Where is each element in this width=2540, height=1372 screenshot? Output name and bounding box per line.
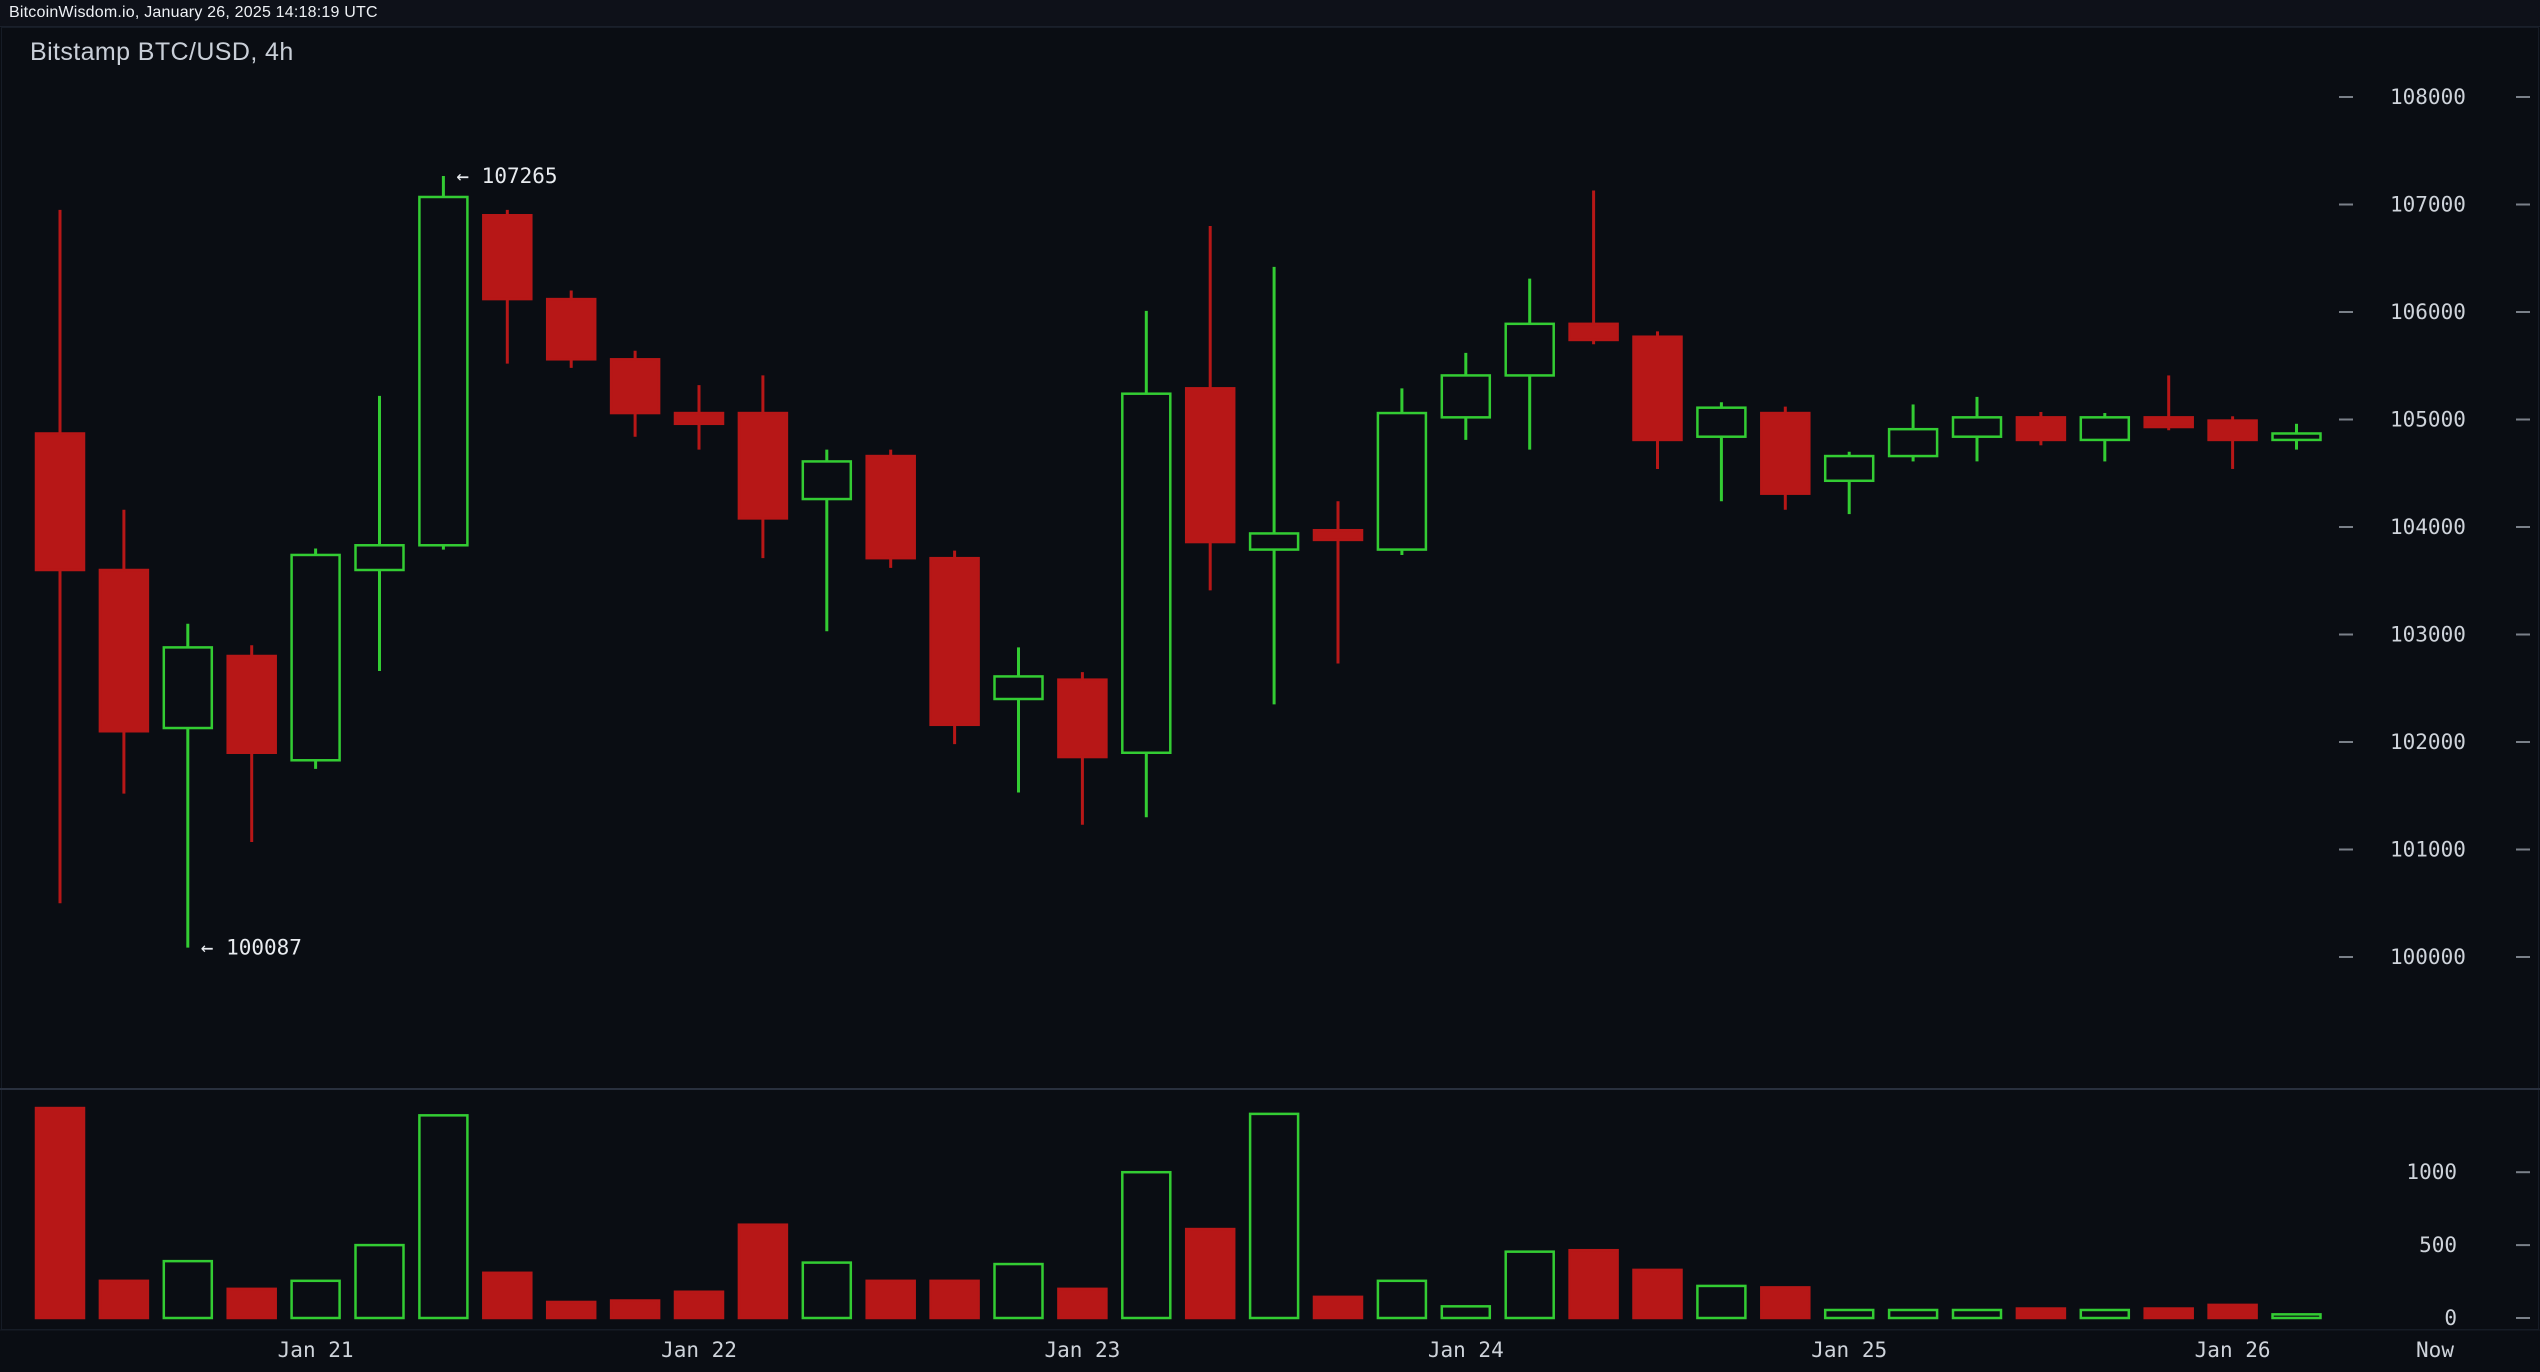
status-text: BitcoinWisdom.io, January 26, 2025 14:18… (9, 4, 378, 21)
volume-bar (545, 1300, 597, 1320)
volume-bar (1696, 1284, 1747, 1320)
candle-body (418, 195, 469, 547)
volume-bar (2207, 1303, 2258, 1320)
candle-body (2207, 419, 2258, 442)
x-axis-date-label: Jan 21 (278, 1338, 354, 1362)
volume-bar (290, 1279, 341, 1320)
volume-axis-label: 0 (2444, 1306, 2457, 1330)
volume-bar (1312, 1295, 1364, 1320)
price-high-annotation: ← 107265 (456, 164, 557, 188)
candle-body (290, 553, 341, 762)
volume-bar (2015, 1307, 2067, 1320)
volume-bar (673, 1290, 725, 1320)
x-axis-date-label: Jan 22 (661, 1338, 737, 1362)
volume-bar (1440, 1305, 1492, 1320)
volume-bar (737, 1223, 789, 1320)
candle-body (865, 454, 916, 560)
candle-body (1121, 392, 1172, 754)
volume-bar (1632, 1268, 1683, 1320)
candle-body (1376, 411, 1428, 551)
candle-body (1184, 387, 1236, 544)
candle-body (673, 411, 725, 426)
price-axis-label: 100000 (2390, 945, 2466, 969)
candle-body (929, 556, 980, 727)
candle-body (609, 358, 661, 415)
candle-body (226, 654, 277, 754)
price-axis-label: 105000 (2390, 408, 2466, 432)
volume-bar (482, 1271, 533, 1320)
candle-body (1760, 411, 1811, 495)
x-axis-date-label: Jan 25 (1811, 1338, 1887, 1362)
candle-body (162, 646, 214, 730)
volume-bar (1057, 1287, 1108, 1320)
candle-body (737, 411, 789, 520)
x-axis-date-label: Jan 26 (2195, 1338, 2271, 1362)
price-axis-label: 106000 (2390, 300, 2466, 324)
volume-bar (2079, 1308, 2131, 1320)
candle-body (1057, 678, 1108, 759)
volume-bar (993, 1262, 1044, 1320)
volume-bar (1184, 1227, 1236, 1320)
candle-body (354, 544, 405, 572)
chart-title: Bitstamp BTC/USD, 4h (30, 38, 294, 66)
price-axis-label: 103000 (2390, 623, 2466, 647)
volume-bar (162, 1259, 214, 1320)
candle-body (1951, 416, 2003, 438)
candle-body (482, 214, 533, 301)
volume-bar (1951, 1308, 2003, 1320)
candle-body (1440, 374, 1492, 419)
volume-bar (1887, 1308, 1939, 1320)
price-axis-label: 107000 (2390, 193, 2466, 217)
price-low-annotation: ← 100087 (201, 936, 302, 960)
x-axis-now-label: Now (2416, 1338, 2454, 1362)
candle-body (1312, 528, 1364, 542)
candle-body (1632, 335, 1683, 442)
volume-bar (2143, 1307, 2194, 1320)
volume-bar (1568, 1248, 1619, 1320)
candle-body (2079, 416, 2131, 442)
volume-bar (2271, 1313, 2322, 1320)
volume-bar (801, 1261, 853, 1320)
volume-bar (226, 1287, 277, 1320)
price-axis-label: 104000 (2390, 515, 2466, 539)
volume-axis-label: 500 (2419, 1233, 2457, 1257)
candle-body (1248, 532, 1300, 551)
volume-bar (34, 1106, 86, 1320)
candle-body (801, 460, 853, 501)
candle-body (993, 675, 1044, 701)
volume-bar (609, 1299, 661, 1320)
price-axis-label: 108000 (2390, 85, 2466, 109)
volume-bar (865, 1279, 916, 1320)
volume-bar (1248, 1112, 1300, 1320)
volume-bar (1823, 1308, 1875, 1320)
candle-body (1696, 406, 1747, 438)
volume-bar (1504, 1250, 1555, 1320)
price-axis-label: 102000 (2390, 730, 2466, 754)
candle-body (34, 432, 86, 572)
price-axis-label: 101000 (2390, 838, 2466, 862)
candle-body (2271, 432, 2322, 442)
candle-body (2143, 416, 2194, 429)
volume-bar (418, 1114, 469, 1320)
candle-body (98, 568, 150, 733)
status-bar: BitcoinWisdom.io, January 26, 2025 14:18… (0, 0, 2540, 27)
x-axis-date-label: Jan 24 (1428, 1338, 1504, 1362)
volume-bar (929, 1279, 980, 1320)
volume-axis-label: 1000 (2406, 1160, 2457, 1184)
volume-bar (1376, 1279, 1428, 1320)
volume-bar (1760, 1286, 1811, 1320)
volume-bar (354, 1243, 405, 1320)
x-axis-date-label: Jan 23 (1044, 1338, 1120, 1362)
candle-body (545, 297, 597, 361)
candle-body (1568, 322, 1619, 342)
candle-body (1887, 427, 1939, 458)
volume-bar (1121, 1170, 1172, 1320)
volume-bar (98, 1279, 150, 1320)
candle-body (2015, 416, 2067, 442)
candle-body (1823, 454, 1875, 483)
candle-body (1504, 322, 1555, 377)
